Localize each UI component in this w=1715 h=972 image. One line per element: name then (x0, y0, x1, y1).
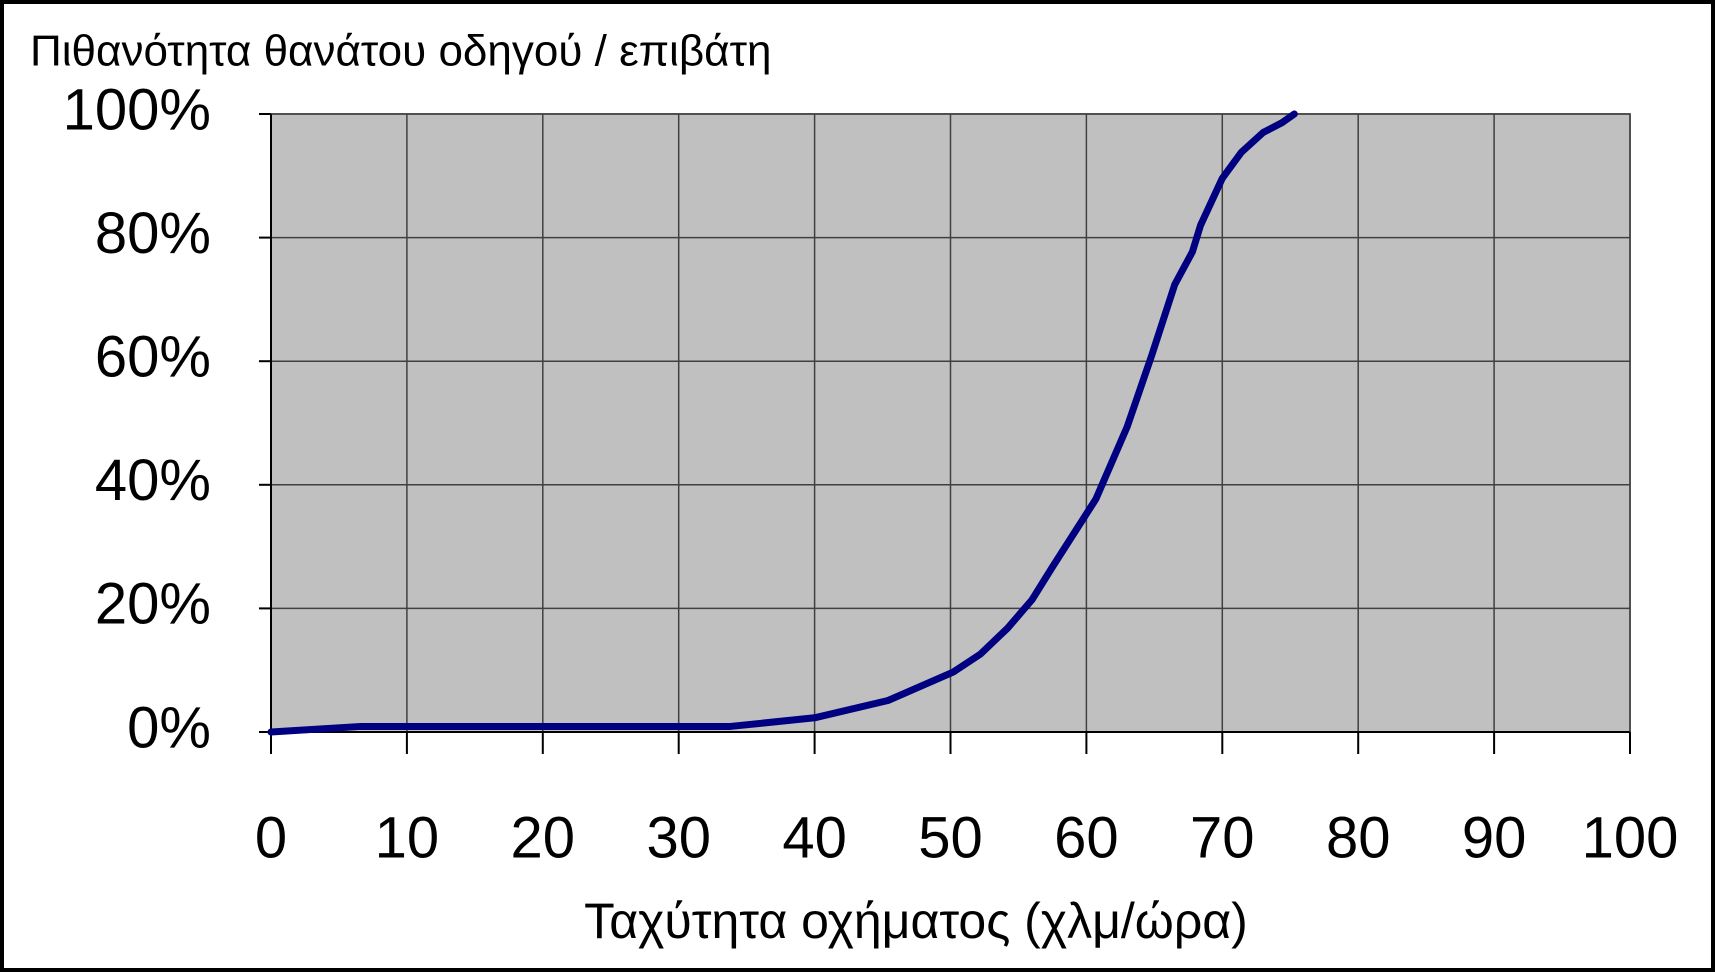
x-tick-label: 80 (1326, 805, 1391, 870)
x-tick-label: 0 (255, 805, 287, 870)
y-tick-label: 100% (63, 77, 211, 142)
y-tick-label: 20% (95, 572, 211, 637)
y-tick-label: 60% (95, 325, 211, 390)
x-tick-label: 90 (1462, 805, 1527, 870)
x-tick-label: 50 (918, 805, 983, 870)
chart-title: Πιθανότητα θανάτου οδηγού / επιβάτη (30, 27, 771, 76)
x-tick-label: 30 (646, 805, 711, 870)
x-tick-label: 20 (511, 805, 576, 870)
data-line (267, 110, 1298, 736)
x-tick-label: 10 (375, 805, 440, 870)
x-axis-label: Ταχύτητα οχήματος (χλμ/ώρα) (584, 893, 1248, 949)
y-tick-label: 40% (95, 448, 211, 513)
x-tick-label: 100 (1582, 805, 1679, 870)
x-tick-label: 40 (782, 805, 847, 870)
x-tick-label: 60 (1054, 805, 1119, 870)
x-tick-label: 70 (1190, 805, 1255, 870)
y-tick-label: 80% (95, 201, 211, 266)
y-tick-label: 0% (127, 695, 211, 760)
